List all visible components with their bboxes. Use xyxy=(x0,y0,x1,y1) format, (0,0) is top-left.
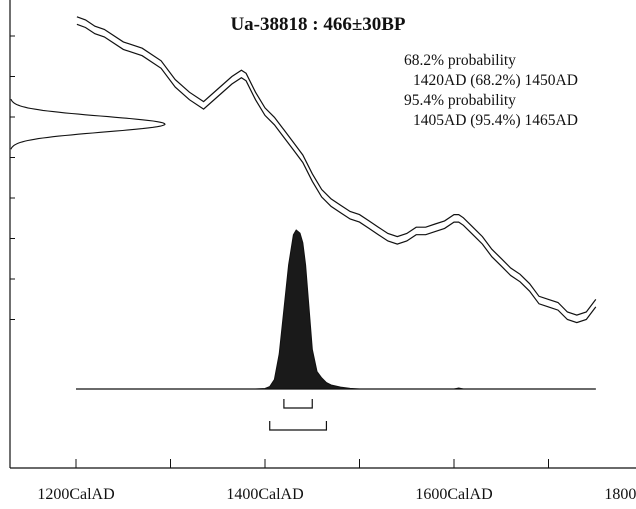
x-axis-ticks: 1200CalAD 1400CalAD 1600CalAD 1800CalAD xyxy=(37,459,636,503)
x-tick-label: 1800CalAD xyxy=(604,486,636,503)
calibration-curve-upper xyxy=(76,16,597,316)
measurement-distribution xyxy=(10,98,166,150)
probability-68-label: 68.2% probability xyxy=(404,52,516,69)
probability-95-range: 1405AD (95.4%) 1465AD xyxy=(413,112,578,129)
chart-title: Ua-38818 : 466±30BP xyxy=(230,14,406,35)
x-tick-label: 1400CalAD xyxy=(226,486,303,503)
calibrated-distribution-area xyxy=(76,229,596,390)
calibrated-distribution xyxy=(76,229,596,390)
x-tick-label: 1600CalAD xyxy=(415,486,492,503)
probability-68-range: 1420AD (68.2%) 1450AD xyxy=(413,72,578,89)
x-tick-label: 1200CalAD xyxy=(37,486,114,503)
axes xyxy=(9,0,636,469)
measurement-gaussian xyxy=(10,98,166,150)
probability-ranges xyxy=(269,399,328,431)
probability-range-bracket xyxy=(269,421,328,431)
probability-range-bracket xyxy=(283,399,313,409)
probability-95-label: 95.4% probability xyxy=(404,92,516,109)
calibration-curve xyxy=(76,16,597,324)
calibration-curve-lower xyxy=(76,23,597,324)
